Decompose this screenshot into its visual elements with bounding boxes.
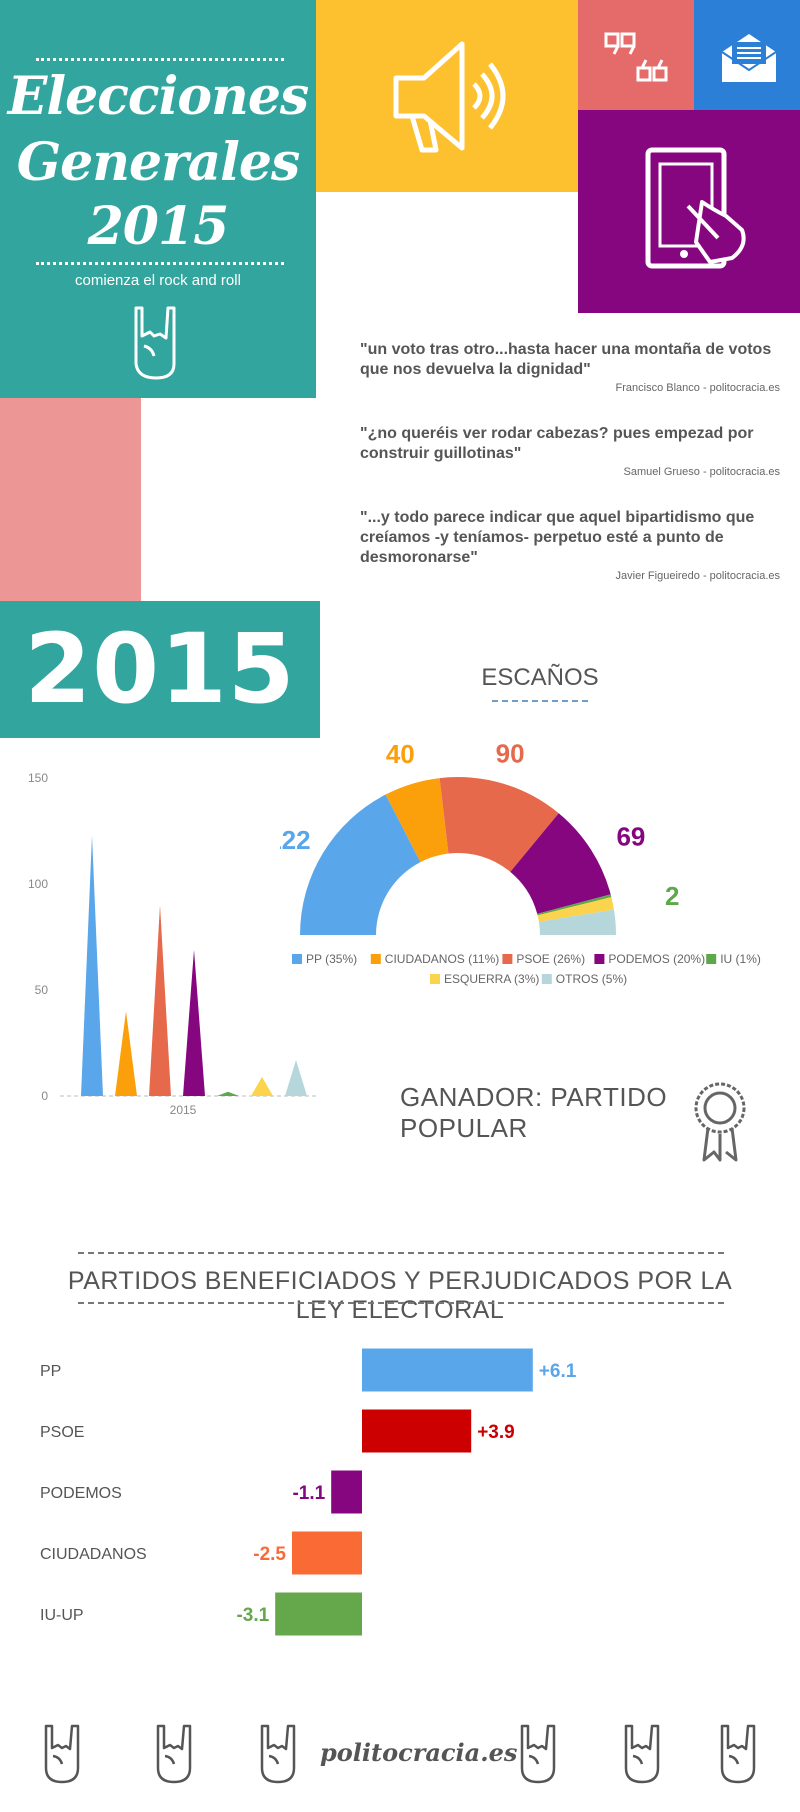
spike-y-tick: 50 <box>35 983 49 997</box>
rock-hand-icon <box>156 1724 192 1784</box>
donut-slice-otros <box>538 909 616 935</box>
law-category-label: CIUDADANOS <box>40 1546 147 1563</box>
footer-brand[interactable]: politocracia.es <box>320 1738 518 1767</box>
donut-label-psoe: 90 <box>496 739 525 769</box>
tablet-tile <box>578 110 800 313</box>
donut-slice-podemos <box>510 813 611 914</box>
law-bar-iu-up <box>275 1592 362 1636</box>
donut-label-iu: 2 <box>665 881 679 911</box>
law-category-label: PSOE <box>40 1424 84 1441</box>
rock-hand-icon <box>624 1724 660 1784</box>
megaphone-icon <box>393 41 506 153</box>
legend-swatch-iu <box>706 954 717 964</box>
quote-tile <box>578 0 694 110</box>
law-bar-podemos <box>331 1470 362 1514</box>
law-title-line-bottom <box>78 1302 724 1304</box>
spike-bar-esquerra <box>251 1076 273 1096</box>
tablet-touch-icon <box>645 147 746 269</box>
title-dotted-line-top <box>36 58 284 61</box>
legend-label-otros: OTROS (5%) <box>556 972 627 986</box>
spike-x-tick: 2015 <box>170 1103 197 1117</box>
quote-1: "un voto tras otro...hasta hacer una mon… <box>360 340 780 394</box>
spike-bar-otros <box>285 1059 307 1096</box>
donut-label-podemos: 69 <box>616 822 645 852</box>
seats-title: ESCAÑOS <box>481 664 599 691</box>
quote-2-text: "¿no queréis ver rodar cabezas? pues emp… <box>360 425 754 462</box>
quote-1-author: Francisco Blanco - politocracia.es <box>615 382 780 394</box>
seats-spike-chart: 0 50 100 150 2015 <box>28 771 318 1117</box>
legend-label-podemos: PODEMOS (20%) <box>608 952 705 966</box>
law-title-line-top <box>78 1252 724 1254</box>
spike-bar-pp <box>81 835 103 1096</box>
rock-hand-icon <box>720 1724 756 1784</box>
law-diverging-bar-chart: PP +6.1 PSOE +3.9 PODEMOS -1.1 CIUDADANOS -2.5 I… <box>40 1348 577 1636</box>
legend-label-pp: PP (35%) <box>306 952 357 966</box>
quote-3-text: "...y todo parece indicar que aquel bipa… <box>360 509 755 566</box>
title-dotted-line-bottom <box>36 262 284 265</box>
donut-slice-pp <box>300 794 421 935</box>
winner-label: GANADOR: PARTIDO POPULAR <box>400 1082 668 1143</box>
quote-2: "¿no queréis ver rodar cabezas? pues emp… <box>360 424 780 478</box>
seats-half-donut-chart: 122 40 90 69 2 PP (35%) CIUDADANOS (11%) PSOE (… <box>280 739 761 986</box>
subtitle: comienza el rock and roll <box>75 272 241 289</box>
donut-slice-esquerra <box>537 897 614 922</box>
rock-hand-icon <box>260 1724 296 1784</box>
law-category-label: IU-UP <box>40 1607 84 1624</box>
seats-title-underline <box>492 700 588 702</box>
year-label: 2015 <box>24 613 296 725</box>
spike-y-tick: 100 <box>28 877 48 891</box>
legend-swatch-otros <box>541 974 552 984</box>
legend-label-esquerra: ESQUERRA (3%) <box>444 972 539 986</box>
donut-label-pp: 122 <box>280 825 311 855</box>
donut-slice-psoe <box>439 777 559 872</box>
spike-bar-iu <box>217 1091 239 1096</box>
quote-icon <box>604 32 668 82</box>
envelope-tile <box>694 0 800 110</box>
rock-hand-icon <box>134 306 176 380</box>
donut-label-ciudadanos: 40 <box>386 739 415 769</box>
legend-swatch-esquerra <box>430 974 440 984</box>
legend-label-ciudadanos: CIUDADANOS (11%) <box>385 952 499 966</box>
quote-1-text: "un voto tras otro...hasta hacer una mon… <box>360 341 772 378</box>
title-block: Elecciones Generales 2015 comienza el ro… <box>0 0 316 398</box>
law-category-label: PODEMOS <box>40 1485 122 1502</box>
donut-slice-ciudadanos <box>385 778 449 863</box>
law-chart-title: PARTIDOS BENEFICIADOS Y PERJUDICADOS POR… <box>67 1267 733 1324</box>
title-line-1: Elecciones <box>7 66 309 127</box>
law-bar-ciudadanos <box>292 1531 362 1575</box>
donut-slice-iu <box>537 894 612 916</box>
spike-y-tick: 0 <box>41 1089 48 1103</box>
law-value-label: +6.1 <box>539 1361 577 1382</box>
legend-label-psoe: PSOE (26%) <box>516 952 585 966</box>
pink-tile <box>0 398 141 601</box>
megaphone-tile <box>316 0 578 192</box>
year-block: 2015 <box>0 601 320 738</box>
medal-icon <box>694 1082 746 1162</box>
law-bar-pp <box>362 1348 533 1392</box>
legend-swatch-psoe <box>502 954 513 964</box>
law-category-label: PP <box>40 1363 61 1380</box>
spike-bar-ciudadanos <box>115 1011 137 1096</box>
rock-hand-icon <box>520 1724 556 1784</box>
law-value-label: +3.9 <box>477 1422 515 1443</box>
legend-swatch-podemos <box>594 954 605 964</box>
spike-bar-podemos <box>183 949 205 1096</box>
spike-bar-psoe <box>149 905 171 1096</box>
envelope-icon <box>721 34 777 82</box>
legend-label-iu: IU (1%) <box>720 952 761 966</box>
quote-3-author: Javier Figueiredo - politocracia.es <box>615 570 780 582</box>
quote-2-author: Samuel Grueso - politocracia.es <box>623 466 780 478</box>
title-line-3: 2015 <box>87 196 230 257</box>
title-line-2: Generales <box>16 132 301 193</box>
law-value-label: -2.5 <box>253 1544 286 1565</box>
legend-swatch-pp <box>292 954 302 964</box>
quote-3: "...y todo parece indicar que aquel bipa… <box>360 508 780 582</box>
law-value-label: -3.1 <box>236 1605 269 1626</box>
legend-swatch-ciudadanos <box>370 954 381 964</box>
law-value-label: -1.1 <box>292 1483 325 1504</box>
law-bar-psoe <box>362 1409 472 1453</box>
spike-y-tick: 150 <box>28 771 48 785</box>
rock-hand-icon <box>44 1724 80 1784</box>
